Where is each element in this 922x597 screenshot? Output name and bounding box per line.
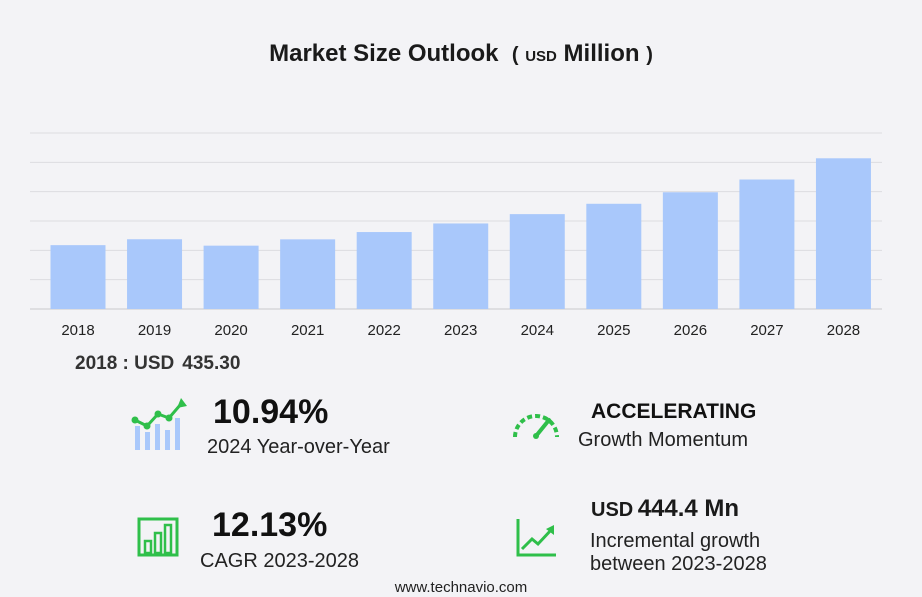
x-tick-label: 2022 [367, 322, 400, 339]
bar-2019 [127, 239, 183, 309]
x-tick-label: 2028 [827, 322, 860, 339]
bar-2026 [662, 192, 718, 309]
x-tick-label: 2020 [214, 322, 247, 339]
yoy-stat: 10.94% [213, 393, 328, 432]
momentum-label-wrap: Growth Momentum [578, 429, 748, 452]
x-tick-label: 2019 [138, 322, 171, 339]
bar-chart: 2018 2019 2020 2021 2022 2023 2024 2025 2026 2027… [30, 132, 882, 339]
x-tick-label: 2018 [61, 322, 94, 339]
momentum-label: Growth Momentum [578, 429, 749, 451]
title-unit: USD [525, 48, 557, 65]
base-year-amount: 435.30 [182, 353, 241, 374]
trend-line-icon [516, 517, 558, 562]
x-tick-label: 2021 [291, 322, 324, 339]
yoy-label-wrap: 2024 Year-over-Year [207, 436, 390, 459]
incremental-label-1: Incremental growth [590, 530, 761, 552]
chart-title: Market Size Outlook ( USD Million ) [0, 40, 922, 68]
incremental-label-wrap: Incremental growth between 2023-2028 [590, 530, 767, 576]
bar-2024 [509, 214, 565, 309]
x-tick-label: 2027 [750, 322, 783, 339]
incremental-stat: USD 444.4 Mn [591, 495, 739, 523]
bar-2020 [203, 245, 259, 309]
bar-2023 [433, 223, 489, 309]
cagr-stat: 12.13% [212, 506, 327, 545]
x-tick-label: 2026 [674, 322, 707, 339]
bar-2028 [815, 158, 871, 309]
momentum-value: ACCELERATING [591, 400, 757, 423]
bar-chart-icon [137, 517, 179, 562]
bar-2025 [586, 203, 642, 309]
title-open-paren: ( [511, 44, 519, 66]
incremental-unit: USD [591, 499, 634, 521]
x-tick-label: 2024 [521, 322, 554, 339]
yoy-label: 2024 Year-over-Year [207, 436, 390, 458]
incremental-label-2: between 2023-2028 [590, 553, 767, 575]
incremental-value: 444.4 Mn [637, 495, 740, 522]
x-tick-label: 2023 [444, 322, 477, 339]
growth-chart-icon [131, 396, 187, 457]
base-year-label: 2018 : USD [75, 353, 175, 374]
cagr-label-wrap: CAGR 2023-2028 [200, 550, 359, 573]
bar-2027 [739, 179, 795, 309]
speedometer-icon [511, 405, 561, 444]
x-tick-label: 2025 [597, 322, 630, 339]
bar-2021 [280, 239, 336, 309]
cagr-value: 12.13% [212, 506, 328, 544]
yoy-value: 10.94% [213, 393, 329, 431]
bar-2022 [356, 232, 412, 309]
bar-2018 [50, 245, 106, 309]
momentum-stat: ACCELERATING [591, 400, 756, 424]
title-scale: Million [563, 40, 640, 67]
footer-url: www.technavio.com [394, 579, 528, 596]
title-main: Market Size Outlook [269, 40, 499, 67]
cagr-label: CAGR 2023-2028 [200, 550, 359, 572]
base-year-value: 2018 : USD 435.30 [75, 353, 240, 375]
title-close-paren: ) [646, 44, 653, 66]
